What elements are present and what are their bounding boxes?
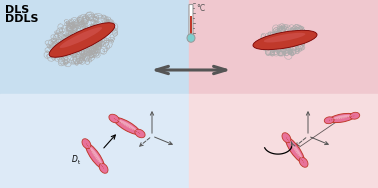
FancyBboxPatch shape [190, 16, 192, 35]
FancyBboxPatch shape [189, 5, 193, 36]
Ellipse shape [99, 163, 108, 173]
Text: DDLS: DDLS [5, 14, 39, 24]
Ellipse shape [49, 23, 115, 57]
Ellipse shape [324, 117, 334, 124]
Ellipse shape [282, 133, 291, 143]
Ellipse shape [187, 34, 195, 42]
Ellipse shape [114, 118, 140, 134]
Ellipse shape [333, 115, 351, 119]
Ellipse shape [350, 112, 360, 119]
Ellipse shape [82, 139, 91, 149]
Text: DLS: DLS [5, 5, 29, 15]
Text: D: D [72, 155, 78, 164]
Bar [0, 94, 189, 188]
Ellipse shape [86, 143, 104, 169]
Ellipse shape [60, 27, 102, 48]
Text: t: t [78, 160, 80, 165]
Ellipse shape [286, 137, 304, 163]
Ellipse shape [299, 157, 308, 167]
Ellipse shape [90, 147, 102, 164]
Ellipse shape [264, 33, 305, 42]
Bar [189, 0, 378, 94]
Bar [189, 94, 378, 188]
Ellipse shape [329, 113, 355, 123]
Bar [0, 0, 189, 94]
Ellipse shape [290, 141, 302, 158]
Text: °C: °C [196, 4, 205, 13]
Ellipse shape [135, 129, 145, 138]
Ellipse shape [253, 30, 317, 50]
Ellipse shape [118, 120, 136, 131]
Ellipse shape [109, 114, 119, 123]
